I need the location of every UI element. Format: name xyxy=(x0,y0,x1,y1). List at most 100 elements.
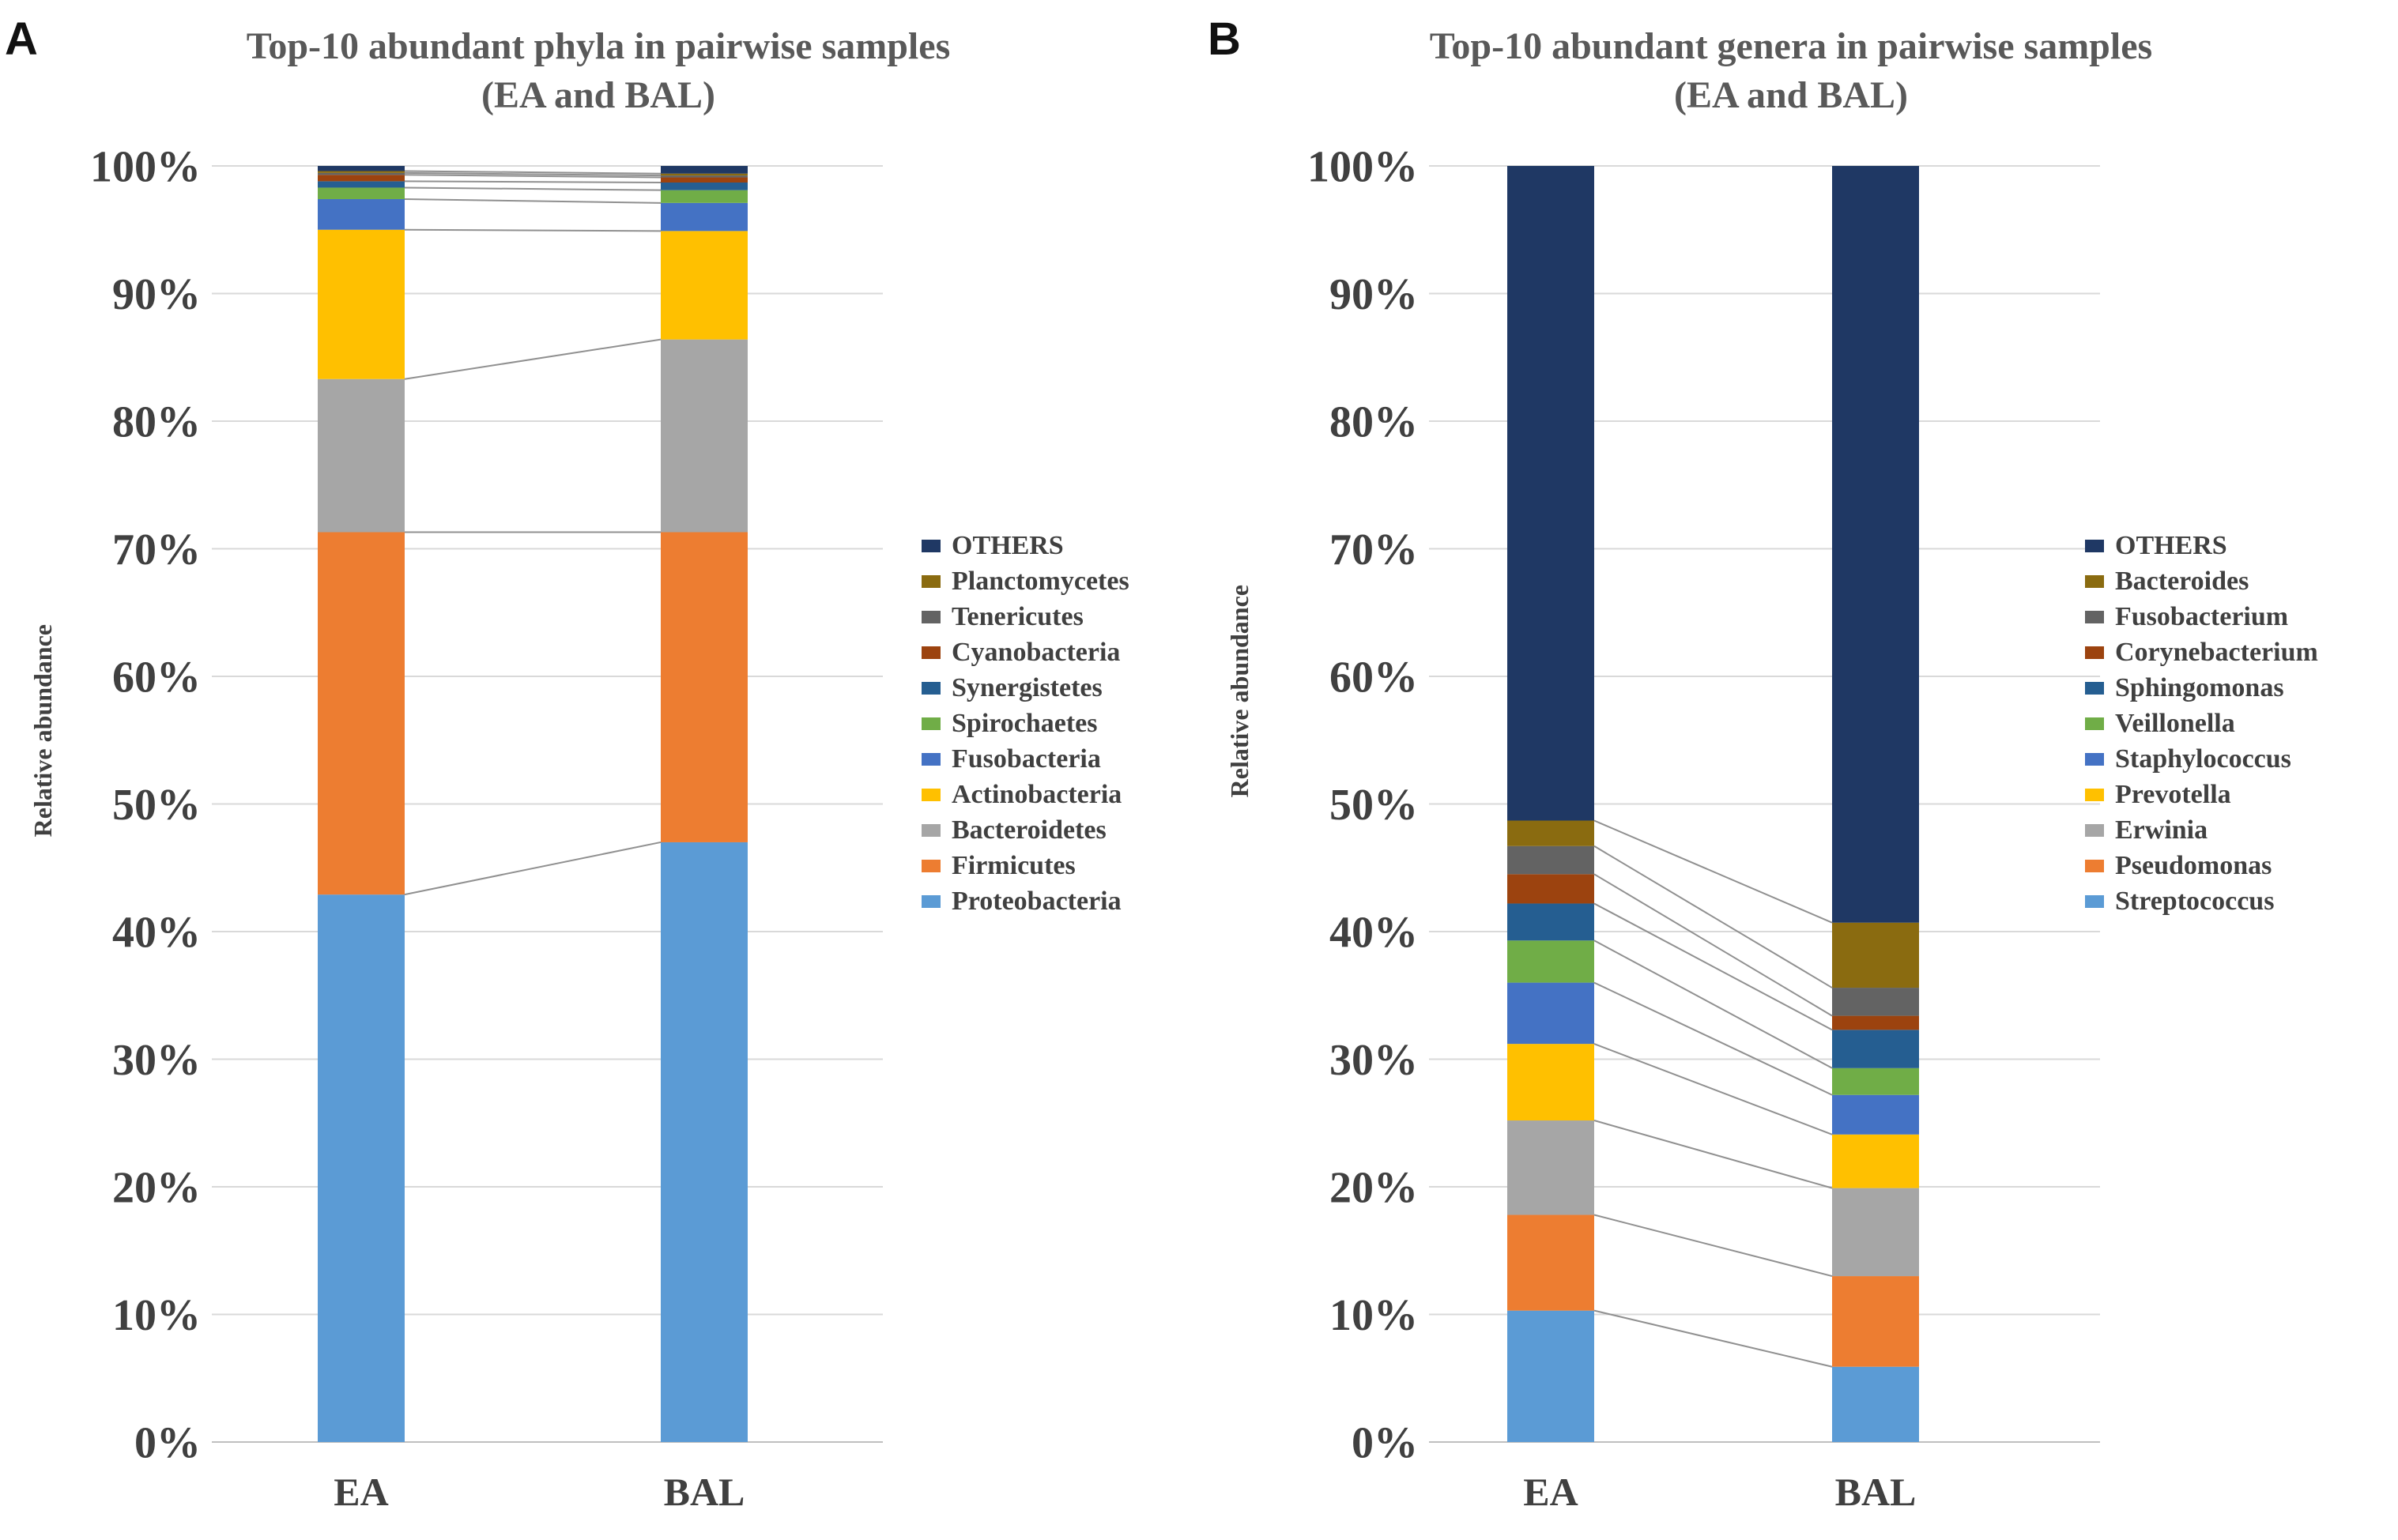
legend-label: Firmicutes xyxy=(952,850,1076,880)
legend-label: OTHERS xyxy=(952,530,1064,560)
connector-Sphingomonas xyxy=(1593,902,1833,1031)
panel-a-legend: OTHERS Planctomycetes Tenericutes Cyanobact… xyxy=(922,528,1129,919)
panel-letter-a: A xyxy=(5,13,38,65)
panel-a-y-axis-label: Relative abundance xyxy=(28,624,57,838)
legend-label: Erwinia xyxy=(2115,815,2208,845)
legend-item-Actinobacteria: Actinobacteria xyxy=(922,777,1129,812)
bar-segment-BAL-Actinobacteria xyxy=(661,231,748,340)
connector-Bacteroidetes xyxy=(404,338,662,380)
bar-segment-EA-Planctomycetes xyxy=(318,171,405,173)
y-tick-label-10%: 10% xyxy=(1329,1291,1418,1340)
bar-segment-BAL-Fusobacterium xyxy=(1832,988,1919,1016)
panel-a-title-line2: (EA and BAL) xyxy=(481,74,716,116)
legend-item-Erwinia: Erwinia xyxy=(2085,812,2318,848)
bar-segment-EA-Fusobacteria xyxy=(318,198,405,230)
bar-segment-EA-Corynebacterium xyxy=(1507,874,1594,904)
y-tick-label-20%: 20% xyxy=(1329,1164,1418,1213)
panel-b-title: Top-10 abundant genera in pairwise sampl… xyxy=(1317,22,2265,120)
y-tick-label-90%: 90% xyxy=(1329,270,1418,319)
legend-swatch-icon xyxy=(2085,788,2104,801)
y-tick-label-80%: 80% xyxy=(112,398,201,447)
y-tick-label-50%: 50% xyxy=(1329,781,1418,830)
bar-segment-BAL-Sphingomonas xyxy=(1832,1030,1919,1068)
panel-b-legend: OTHERS Bacteroides Fusobacterium Corynebact… xyxy=(2085,528,2318,919)
y-tick-label-30%: 30% xyxy=(1329,1036,1418,1085)
legend-swatch-icon xyxy=(2085,823,2104,837)
y-tick-label-100%: 100% xyxy=(90,143,201,192)
bar-segment-EA-Erwinia xyxy=(1507,1120,1594,1215)
legend-label: Pseudomonas xyxy=(2115,850,2272,880)
bar-segment-BAL-OTHERS xyxy=(1832,166,1919,923)
y-tick-label-20%: 20% xyxy=(112,1164,201,1213)
legend-item-Bacteroides: Bacteroides xyxy=(2085,563,2318,599)
legend-label: Sphingomonas xyxy=(2115,672,2284,702)
y-tick-label-90%: 90% xyxy=(112,270,201,319)
legend-label: Planctomycetes xyxy=(952,566,1129,596)
x-category-label-EA: EA xyxy=(334,1470,388,1514)
bar-segment-BAL-Firmicutes xyxy=(661,532,748,842)
y-tick-label-70%: 70% xyxy=(112,525,201,574)
legend-label: Bacteroides xyxy=(2115,566,2249,596)
legend-swatch-icon xyxy=(2085,646,2104,659)
bar-segment-EA-Veillonella xyxy=(1507,940,1594,983)
connector-Veillonella xyxy=(1593,939,1833,1069)
y-tick-label-40%: 40% xyxy=(112,909,201,958)
bar-segment-EA-Staphylococcus xyxy=(1507,982,1594,1045)
legend-swatch-icon xyxy=(2085,859,2104,872)
panel-a-title: Top-10 abundant phyla in pairwise sample… xyxy=(124,22,1073,120)
legend-label: Proteobacteria xyxy=(952,886,1122,916)
bar-segment-BAL-Corynebacterium xyxy=(1832,1015,1919,1030)
bar-segment-BAL-Bacteroidetes xyxy=(661,339,748,533)
bar-segment-BAL-Spirochaetes xyxy=(661,190,748,203)
legend-swatch-icon xyxy=(2085,681,2104,695)
bar-segment-EA-Pseudomonas xyxy=(1507,1214,1594,1311)
legend-item-Veillonella: Veillonella xyxy=(2085,706,2318,741)
legend-swatch-icon xyxy=(922,823,941,837)
connector-Tenericutes xyxy=(404,171,662,177)
bar-segment-EA-Bacteroides xyxy=(1507,820,1594,846)
bar-segment-BAL-Planctomycetes xyxy=(661,173,748,176)
bar-segment-EA-Sphingomonas xyxy=(1507,903,1594,941)
legend-item-Spirochaetes: Spirochaetes xyxy=(922,706,1129,741)
panel-b-title-line1: Top-10 abundant genera in pairwise sampl… xyxy=(1429,25,2153,67)
y-tick-label-60%: 60% xyxy=(112,653,201,702)
legend-label: Staphylococcus xyxy=(2115,744,2291,774)
x-category-label-BAL: BAL xyxy=(1835,1470,1917,1514)
y-tick-label-0%: 0% xyxy=(1352,1419,1418,1468)
bar-segment-EA-Actinobacteria xyxy=(318,229,405,379)
legend-item-Corynebacterium: Corynebacterium xyxy=(2085,634,2318,670)
y-tick-label-30%: 30% xyxy=(112,1036,201,1085)
x-category-label-BAL: BAL xyxy=(664,1470,745,1514)
legend-item-Proteobacteria: Proteobacteria xyxy=(922,883,1129,919)
legend-swatch-icon xyxy=(922,859,941,872)
legend-item-Tenericutes: Tenericutes xyxy=(922,599,1129,634)
bar-segment-BAL-OTHERS xyxy=(661,166,748,174)
y-tick-label-40%: 40% xyxy=(1329,909,1418,958)
legend-swatch-icon xyxy=(2085,752,2104,766)
bar-segment-EA-Streptococcus xyxy=(1507,1310,1594,1442)
bar-segment-EA-Firmicutes xyxy=(318,532,405,895)
panel-b-y-axis-label: Relative abundance xyxy=(1225,585,1254,798)
y-tick-label-70%: 70% xyxy=(1329,525,1418,574)
connector-Spirochaetes xyxy=(404,186,662,191)
bar-segment-EA-OTHERS xyxy=(1507,166,1594,821)
connector-Pseudomonas xyxy=(1593,1214,1833,1278)
legend-label: Bacteroidetes xyxy=(952,815,1107,845)
bar-segment-BAL-Fusobacteria xyxy=(661,202,748,232)
legend-label: Fusobacterium xyxy=(2115,601,2289,631)
bar-segment-EA-Proteobacteria xyxy=(318,894,405,1442)
bar-segment-BAL-Bacteroides xyxy=(1832,922,1919,988)
y-tick-label-50%: 50% xyxy=(112,781,201,830)
bar-segment-EA-OTHERS xyxy=(318,166,405,171)
legend-swatch-icon xyxy=(922,610,941,623)
connector-Fusobacterium xyxy=(1593,845,1833,988)
bar-segment-EA-Bacteroidetes xyxy=(318,378,405,533)
bar-segment-EA-Prevotella xyxy=(1507,1044,1594,1121)
legend-swatch-icon xyxy=(922,752,941,766)
bar-segment-BAL-Proteobacteria xyxy=(661,842,748,1442)
y-tick-label-80%: 80% xyxy=(1329,398,1418,447)
bar-segment-EA-Tenericutes xyxy=(318,172,405,175)
legend-item-Staphylococcus: Staphylococcus xyxy=(2085,741,2318,777)
bar-segment-BAL-Staphylococcus xyxy=(1832,1094,1919,1135)
